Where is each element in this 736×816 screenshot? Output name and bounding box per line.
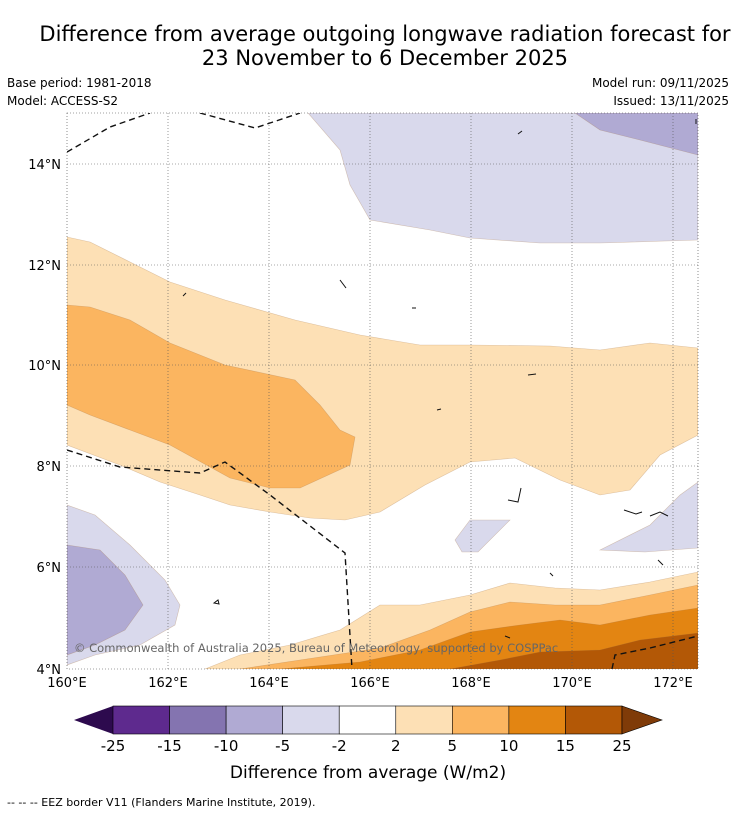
contour-neg-10-topright xyxy=(574,113,698,156)
contour-pos-15-bottom xyxy=(449,632,698,669)
base-period: Base period: 1981-2018 xyxy=(7,76,152,90)
colorbar-tick-label: 2 xyxy=(391,737,401,755)
contour-fields xyxy=(67,113,698,669)
longitude-axis: 160°E 162°E 164°E 166°E 168°E 170°E 172°E xyxy=(47,676,693,691)
lat-tick-label: 4°N xyxy=(37,663,62,678)
colorbar-segment xyxy=(338,705,397,735)
colorbar-segments xyxy=(112,705,623,735)
colorbar-tick-label: -2 xyxy=(332,737,347,755)
contour-neg-5-top xyxy=(307,113,698,244)
colorbar-tick-label: -25 xyxy=(101,737,126,755)
colorbar-arrow-high xyxy=(621,705,663,735)
model-name: Model: ACCESS-S2 xyxy=(7,94,119,108)
colorbar-tick-label: 15 xyxy=(556,737,575,755)
lon-tick-label: 164°E xyxy=(249,676,289,691)
lon-tick-label: 166°E xyxy=(350,676,390,691)
map-frame xyxy=(66,112,699,670)
colorbar-arrow-low xyxy=(74,706,113,734)
lon-tick-label: 168°E xyxy=(451,676,491,691)
colorbar-ticks: -25 -15 -10 -5 -2 2 5 10 15 25 xyxy=(101,737,632,755)
lon-tick-label: 160°E xyxy=(47,676,87,691)
islands xyxy=(182,119,697,639)
colorbar-tick-label: 10 xyxy=(499,737,518,755)
colorbar-tick-label: -15 xyxy=(157,737,182,755)
colorbar-segment xyxy=(395,705,453,735)
lon-tick-label: 162°E xyxy=(148,676,188,691)
colorbar-segment xyxy=(508,705,566,735)
title-line-2: 23 November to 6 December 2025 xyxy=(201,46,569,70)
gridlines xyxy=(67,113,698,669)
eez-border-lines xyxy=(67,113,698,669)
lon-tick-label: 172°E xyxy=(653,676,693,691)
colorbar-segment xyxy=(282,705,340,735)
latitude-axis: 14°N 12°N 10°N 8°N 6°N 4°N xyxy=(28,158,61,678)
colorbar-label: Difference from average (W/m2) xyxy=(230,763,506,783)
meta-left: Base period: 1981-2018 Model: ACCESS-S2 xyxy=(7,74,152,110)
lat-tick-label: 6°N xyxy=(37,561,62,576)
contour-pos-5-band xyxy=(67,304,356,489)
contour-neg-5-right xyxy=(598,481,698,553)
eez-legend-note: -- -- -- EEZ border V11 (Flanders Marine… xyxy=(7,796,316,809)
colorbar-tick-label: 25 xyxy=(612,737,631,755)
colorbar-segment xyxy=(169,705,227,735)
colorbar-tick-label: 5 xyxy=(448,737,458,755)
lon-tick-label: 170°E xyxy=(552,676,592,691)
meta-right: Model run: 09/11/2025 Issued: 13/11/2025 xyxy=(592,74,729,110)
lat-tick-label: 14°N xyxy=(28,158,61,173)
contour-neg-5-mid xyxy=(454,519,511,553)
colorbar-segment xyxy=(225,705,283,735)
colorbar-segment xyxy=(452,705,510,735)
title-line-1: Difference from average outgoing longwav… xyxy=(39,22,731,46)
copyright-watermark: © Commonwealth of Australia 2025, Bureau… xyxy=(74,641,558,655)
colorbar-tick-label: -5 xyxy=(275,737,290,755)
lat-tick-label: 8°N xyxy=(37,460,62,475)
model-run: Model run: 09/11/2025 xyxy=(591,76,729,90)
colorbar-segment xyxy=(112,705,170,735)
chart-title: Difference from average outgoing longwav… xyxy=(0,22,736,70)
lat-tick-label: 12°N xyxy=(28,259,61,274)
contour-neg-10-left xyxy=(67,544,144,656)
lat-tick-label: 10°N xyxy=(28,359,61,374)
issued-date: Issued: 13/11/2025 xyxy=(613,94,729,108)
colorbar-segment xyxy=(565,705,623,735)
colorbar-tick-label: -10 xyxy=(214,737,239,755)
colorbar: -25 -15 -10 -5 -2 2 5 10 15 25 Difference from av… xyxy=(74,705,663,783)
